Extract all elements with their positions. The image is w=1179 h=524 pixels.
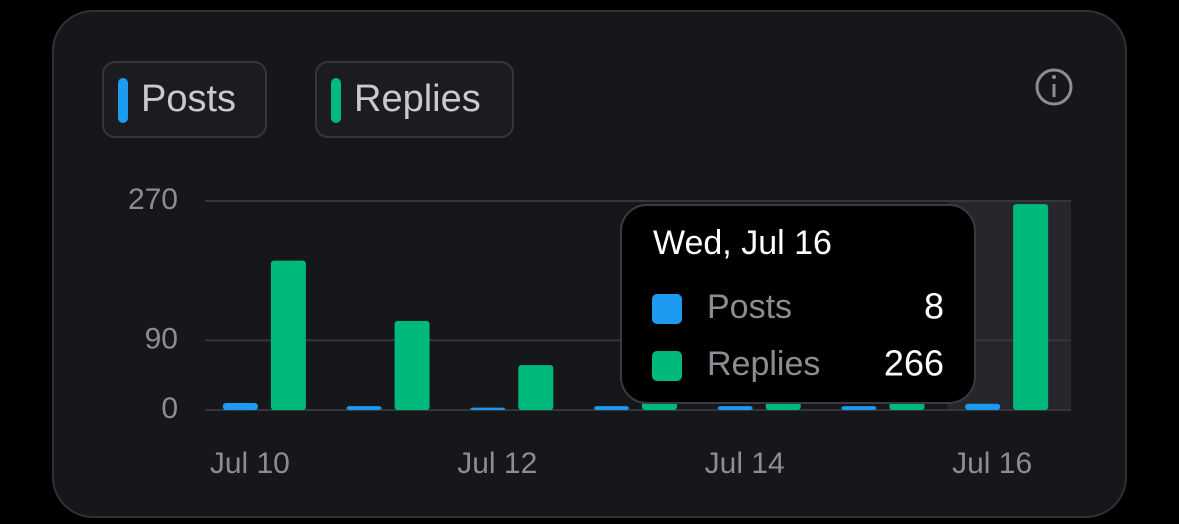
tooltip-value: 266 bbox=[884, 343, 944, 384]
bar bbox=[222, 403, 258, 410]
bar bbox=[1013, 204, 1049, 410]
y-tick-label: 90 bbox=[145, 322, 178, 355]
legend-box bbox=[102, 61, 267, 138]
legend-swatch bbox=[118, 78, 128, 123]
y-tick-label: 270 bbox=[128, 183, 178, 216]
legend-label: Replies bbox=[354, 78, 481, 120]
tooltip-box bbox=[620, 204, 976, 404]
tooltip: Wed, Jul 16 Posts 8 Replies 266 bbox=[620, 204, 976, 404]
x-tick-label: Jul 12 bbox=[457, 447, 537, 480]
bar bbox=[470, 407, 506, 410]
tooltip-swatch bbox=[652, 294, 682, 324]
tooltip-label: Replies bbox=[707, 345, 820, 383]
legend-box bbox=[315, 61, 514, 138]
legend-item[interactable]: Posts bbox=[102, 61, 267, 138]
x-tick-label: Jul 16 bbox=[952, 447, 1032, 480]
info-button[interactable] bbox=[1035, 68, 1073, 106]
bar bbox=[965, 403, 1001, 410]
tooltip-value: 8 bbox=[924, 286, 944, 327]
x-tick-label: Jul 10 bbox=[210, 447, 290, 480]
info-icon bbox=[1035, 68, 1073, 106]
tooltip-title: Wed, Jul 16 bbox=[653, 224, 832, 262]
bar bbox=[717, 406, 753, 410]
bar bbox=[841, 406, 877, 410]
legend-label: Posts bbox=[141, 78, 236, 120]
info-icon-dot bbox=[1052, 75, 1056, 79]
bar bbox=[518, 365, 554, 410]
bar bbox=[594, 406, 629, 410]
x-tick-label: Jul 14 bbox=[705, 447, 785, 480]
tooltip-label: Posts bbox=[707, 288, 792, 326]
y-tick-label: 0 bbox=[161, 392, 178, 425]
bar bbox=[346, 406, 382, 410]
legend-item[interactable]: Replies bbox=[315, 61, 514, 138]
legend-swatch bbox=[331, 78, 341, 123]
bar bbox=[394, 320, 430, 410]
bar bbox=[270, 260, 306, 410]
tooltip-swatch bbox=[652, 351, 682, 381]
